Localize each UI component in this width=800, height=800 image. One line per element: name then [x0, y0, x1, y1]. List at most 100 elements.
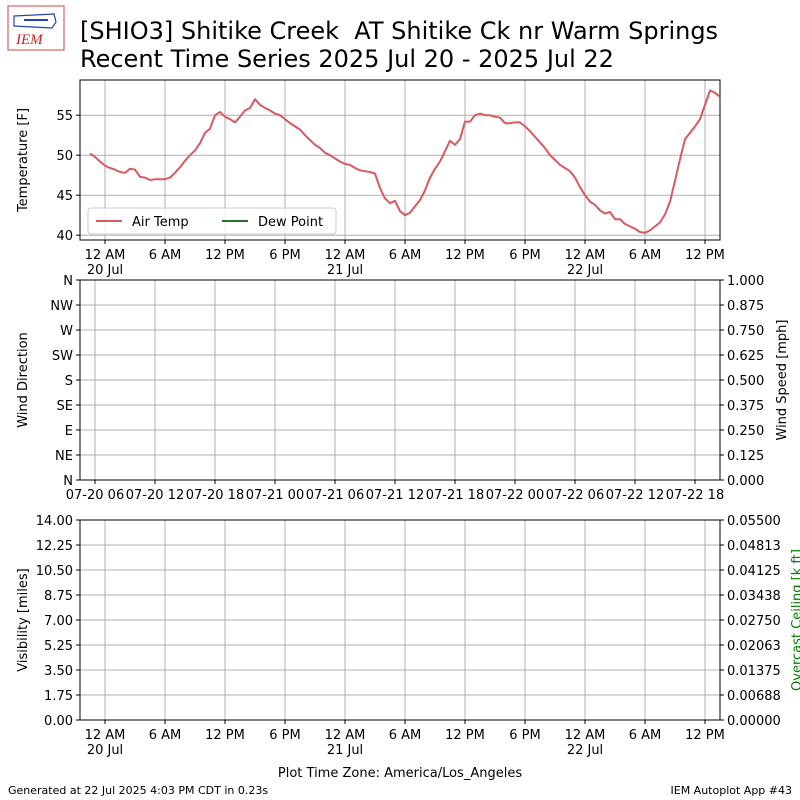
x-tick-label: 12 AM	[565, 728, 606, 743]
x-tick-label: 6 AM	[149, 728, 182, 743]
y2-tick-label: 0.02063	[727, 639, 781, 654]
x-tick-label: 07-20 12	[126, 488, 184, 503]
x-tick-sublabel: 20 Jul	[87, 743, 123, 758]
x-tick-label: 07-20 18	[186, 488, 244, 503]
x-tick-label: 07-22 00	[486, 488, 544, 503]
x-tick-sublabel: 21 Jul	[327, 263, 363, 278]
y2-tick-label: 0.04125	[727, 564, 781, 579]
x-tick-label: 12 AM	[85, 728, 126, 743]
y2-tick-label: 1.000	[727, 274, 764, 289]
y2-axis-label: Overcast Ceiling [k ft]	[790, 549, 800, 691]
x-tick-label: 07-21 18	[426, 488, 484, 503]
x-tick-label: 6 AM	[629, 728, 662, 743]
x-tick-label: 07-21 00	[246, 488, 304, 503]
logo-text: IEM	[15, 32, 44, 48]
y2-tick-label: 0.000	[727, 474, 764, 489]
legend-frame	[87, 207, 337, 235]
x-tick-label: 6 AM	[149, 248, 182, 263]
x-tick-label: 12 PM	[445, 248, 485, 263]
x-tick-label: 07-22 18	[666, 488, 724, 503]
x-tick-label: 6 AM	[629, 248, 662, 263]
y-tick-label: 45	[56, 189, 73, 204]
logo-map	[13, 13, 57, 29]
logo-frame	[7, 5, 65, 51]
y-tick-label: SW	[52, 349, 73, 364]
footer-left: Generated at 22 Jul 2025 4:03 PM CDT in …	[8, 784, 268, 797]
x-tick-label: 12 PM	[685, 728, 725, 743]
y-tick-label: NE	[55, 449, 73, 464]
y-tick-label: 5.25	[44, 639, 73, 654]
x-tick-label: 07-22 06	[546, 488, 604, 503]
x-tick-label: 6 AM	[389, 728, 422, 743]
y-tick-label: S	[65, 374, 73, 389]
x-tick-sublabel: 22 Jul	[567, 263, 603, 278]
x-tick-sublabel: 21 Jul	[327, 743, 363, 758]
y2-tick-label: 0.500	[727, 374, 764, 389]
x-tick-sublabel: 20 Jul	[87, 263, 123, 278]
y2-tick-label: 0.02750	[727, 614, 781, 629]
y2-tick-label: 0.625	[727, 349, 764, 364]
y-tick-label: 10.50	[36, 564, 73, 579]
y-tick-label: 8.75	[44, 589, 73, 604]
x-axis-label: Plot Time Zone: America/Los_Angeles	[278, 766, 522, 781]
plot-frame	[79, 519, 721, 721]
y-tick-label: NW	[50, 299, 73, 314]
x-tick-label: 6 PM	[269, 728, 300, 743]
y2-tick-label: 0.00000	[727, 714, 781, 729]
x-tick-label: 12 PM	[205, 248, 245, 263]
y2-tick-label: 0.250	[727, 424, 764, 439]
y-tick-label: 40	[56, 229, 73, 244]
x-tick-label: 12 AM	[565, 248, 606, 263]
y-axis-label: Wind Direction	[16, 332, 31, 428]
title-line: [SHIO3] Shitike Creek AT Shitike Ck nr W…	[80, 17, 718, 45]
y2-tick-label: 0.125	[727, 449, 764, 464]
legend-label: Dew Point	[258, 215, 323, 230]
y2-tick-label: 0.03438	[727, 589, 781, 604]
y2-tick-label: 0.01375	[727, 664, 781, 679]
y2-tick-label: 0.875	[727, 299, 764, 314]
legend-label: Air Temp	[132, 215, 189, 230]
y2-axis-label: Wind Speed [mph]	[775, 320, 790, 441]
y-tick-label: W	[60, 324, 73, 339]
y-tick-label: N	[63, 474, 73, 489]
title-line: Recent Time Series 2025 Jul 20 - 2025 Ju…	[80, 45, 614, 73]
y2-tick-label: 0.04813	[727, 539, 781, 554]
x-tick-label: 6 AM	[389, 248, 422, 263]
x-tick-sublabel: 22 Jul	[567, 743, 603, 758]
logo: IEM	[7, 5, 65, 51]
y-axis-label: Visibility [miles]	[16, 568, 31, 671]
x-tick-label: 12 PM	[685, 248, 725, 263]
x-tick-label: 07-21 12	[366, 488, 424, 503]
y-tick-label: 0.00	[44, 714, 73, 729]
y-axis-label: Temperature [F]	[16, 108, 31, 213]
x-tick-label: 6 PM	[509, 728, 540, 743]
x-tick-label: 12 PM	[205, 728, 245, 743]
y-tick-label: 14.00	[36, 514, 73, 529]
y-tick-label: 3.50	[44, 664, 73, 679]
y-tick-label: 7.00	[44, 614, 73, 629]
x-tick-label: 12 AM	[325, 728, 366, 743]
x-tick-label: 12 AM	[325, 248, 366, 263]
y-tick-label: N	[63, 274, 73, 289]
plot-frame	[79, 279, 721, 481]
y2-tick-label: 0.05500	[727, 514, 781, 529]
plot-frame	[79, 79, 721, 241]
y-tick-label: 1.75	[44, 689, 73, 704]
x-tick-label: 6 PM	[269, 248, 300, 263]
x-tick-label: 12 PM	[445, 728, 485, 743]
y2-tick-label: 0.750	[727, 324, 764, 339]
y-tick-label: 55	[56, 109, 73, 124]
x-tick-label: 07-20 06	[66, 488, 124, 503]
footer-right: IEM Autoplot App #43	[671, 784, 793, 797]
x-tick-label: 6 PM	[509, 248, 540, 263]
y-tick-label: 50	[56, 149, 73, 164]
y-tick-label: SE	[57, 399, 73, 414]
x-tick-label: 07-21 06	[306, 488, 364, 503]
y2-tick-label: 0.00688	[727, 689, 781, 704]
y-tick-label: 12.25	[36, 539, 73, 554]
y-tick-label: E	[65, 424, 73, 439]
x-tick-label: 12 AM	[85, 248, 126, 263]
series-line	[89, 89, 721, 234]
x-tick-label: 07-22 12	[606, 488, 664, 503]
